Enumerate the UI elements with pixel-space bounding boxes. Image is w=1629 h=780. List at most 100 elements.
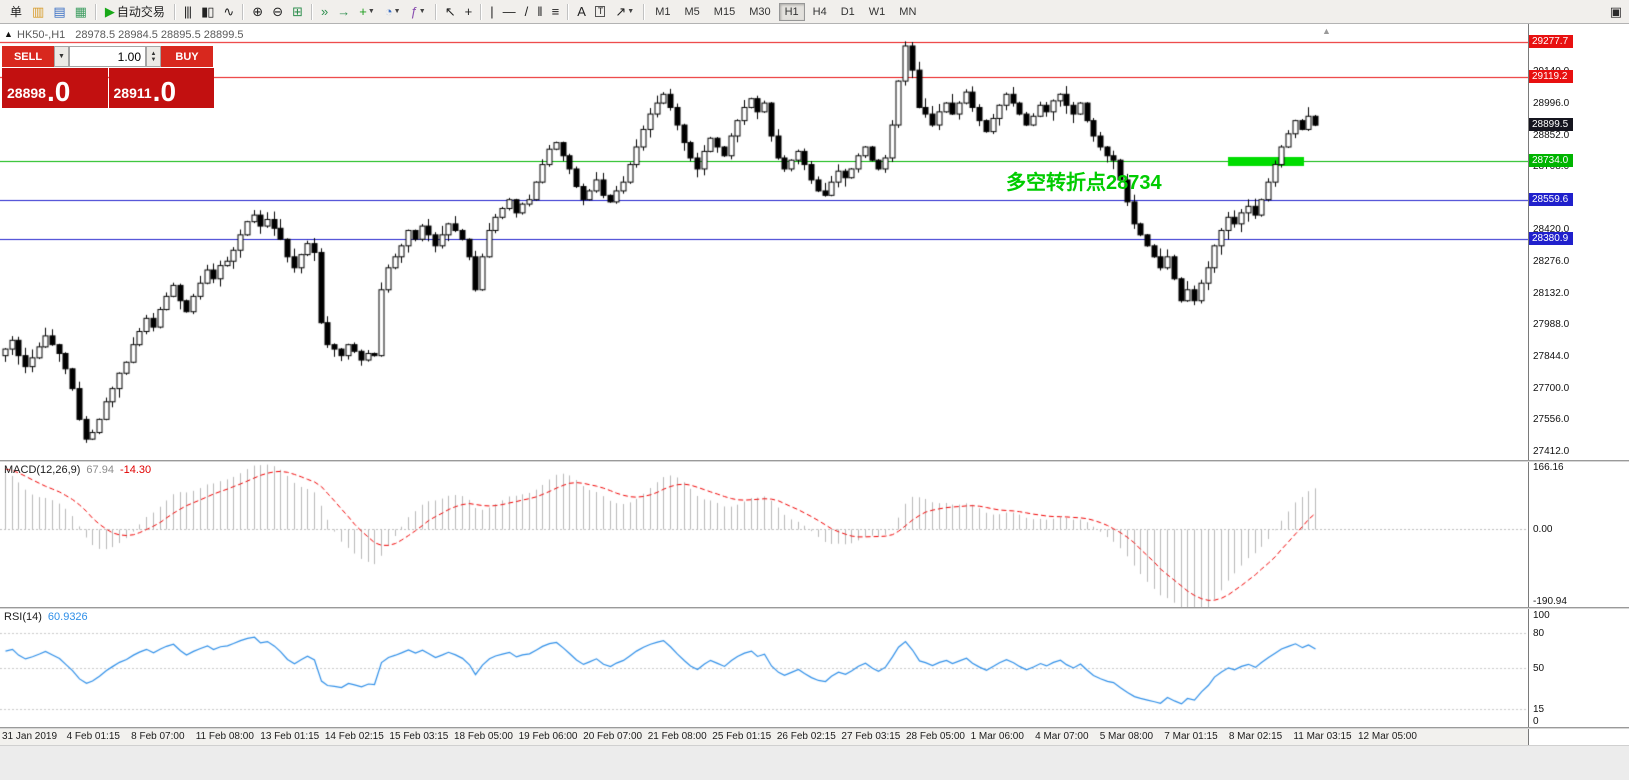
line-chart-icon-glyph: ∿	[223, 4, 234, 19]
rsi-name: RSI(14)	[4, 611, 42, 623]
toolbar-separator	[434, 3, 436, 20]
cursor-icon[interactable]: ↖	[441, 1, 459, 23]
chart-shift-icon[interactable]: →	[333, 1, 353, 23]
sell-price-frac: .0	[46, 76, 71, 108]
periods-icon-dropdown-icon[interactable]: ▼	[393, 8, 401, 15]
candlestick-chart-icon[interactable]: ▮▯	[197, 1, 217, 23]
price-tick-label: 27844.0	[1533, 350, 1570, 362]
toolbar-separator	[311, 3, 312, 20]
buy-button[interactable]: BUY	[161, 46, 213, 67]
channel-icon[interactable]: ‖	[533, 1, 545, 23]
one-click-trading-panel: SELL ▼ ▲ ▼ BUY 28898 .0 28911 .0	[2, 46, 214, 108]
timeframe-D1[interactable]: D1	[840, 5, 855, 18]
chart-shift-marker[interactable]: ▲	[1322, 26, 1331, 36]
indicators-icon[interactable]: ƒ ▼	[407, 1, 430, 23]
price-scale[interactable]: 29140.028996.028852.028708.028420.028276…	[1528, 24, 1629, 745]
indicators-icon-glyph: ƒ	[410, 4, 418, 19]
price-tick-label: 28996.0	[1533, 97, 1570, 109]
window-icon[interactable]: ▣	[1609, 4, 1622, 19]
rsi-scale-label: 15	[1533, 704, 1545, 716]
splitter-rsi[interactable]	[0, 607, 1629, 609]
toolbar-separator	[480, 3, 482, 20]
text-label-icon[interactable]: T	[591, 1, 610, 23]
new-chart-icon[interactable]: + ▼	[355, 1, 379, 23]
time-axis[interactable]: 31 Jan 2019 4 Feb 01:15 8 Feb 07:00 11 Feb …	[0, 729, 1528, 745]
rsi-panel: RSI(14) 60.9326	[0, 609, 1528, 727]
volume-stepper[interactable]: ▲ ▼	[146, 46, 161, 67]
price-chart-panel: ▲ HK50-,H1 28978.5 28984.5 28895.5 28899.…	[0, 24, 1528, 460]
price-chart-canvas[interactable]	[0, 24, 1528, 460]
rsi-label: RSI(14) 60.9326	[4, 611, 94, 623]
autotrading-button[interactable]: ▶ 自动交易	[101, 1, 169, 23]
toolbar: 单 ▥ ▤ ▦ ▶ 自动交易 ||| ▮▯ ∿ ⊕ ⊖ ⊞» → + ▼ ◔ ▼ ƒ ▼ ↖ + | — / ‖ ≡ A T ↗ ▼ M1…	[0, 0, 1629, 24]
time-label: 4 Feb 01:15	[66, 731, 120, 742]
rsi-scale-label: 50	[1533, 663, 1545, 674]
new-order-button-label: 单	[10, 5, 23, 19]
zoom-in-icon[interactable]: ⊕	[248, 1, 266, 23]
market-watch-icon[interactable]: ▤	[49, 1, 68, 23]
timeframe-W1[interactable]: W1	[868, 5, 886, 18]
price-level-badge: 28559.6	[1529, 192, 1573, 206]
tile-windows-icon[interactable]: ⊞	[288, 1, 306, 23]
order-type-dropdown-icon[interactable]: ▼	[54, 46, 69, 67]
timeframe-MN[interactable]: MN	[899, 5, 917, 18]
volume-input[interactable]	[69, 46, 146, 67]
price-level-badge: 29119.2	[1529, 69, 1573, 83]
price-tick-label: 27556.0	[1533, 414, 1570, 426]
horizontal-line-icon[interactable]: —	[499, 1, 519, 23]
current-price-badge: 28899.5	[1529, 118, 1573, 132]
sell-price[interactable]: 28898 .0	[2, 68, 108, 108]
splitter-macd[interactable]	[0, 460, 1629, 462]
timeframe-M15[interactable]: M15	[713, 5, 736, 18]
timeframe-M30[interactable]: M30	[749, 5, 771, 18]
timeframe-H1[interactable]: H1	[778, 2, 805, 21]
sell-button[interactable]: SELL	[2, 46, 54, 67]
timeframe-M5[interactable]: M5	[684, 5, 700, 18]
navigator-icon[interactable]: ▦	[71, 1, 90, 23]
price-tick-label: 28420.0	[1533, 224, 1570, 236]
zoom-out-icon[interactable]: ⊖	[268, 1, 286, 23]
crosshair-icon-glyph: +	[464, 4, 473, 19]
new-order-button[interactable]: 单	[3, 1, 26, 23]
time-label: 11 Mar 03:15	[1293, 731, 1352, 742]
text-icon[interactable]: A	[573, 1, 589, 23]
rsi-canvas[interactable]	[0, 609, 1528, 727]
arrows-icon[interactable]: ↗ ▼	[611, 1, 638, 23]
new-chart-icon-dropdown-icon[interactable]: ▼	[367, 8, 375, 15]
periods-icon[interactable]: ◔ ▼	[381, 1, 405, 23]
time-label: 26 Feb 02:15	[776, 731, 836, 742]
buy-price[interactable]: 28911 .0	[108, 68, 214, 108]
timeframe-M1[interactable]: M1	[655, 5, 671, 18]
price-tick-label: 28132.0	[1533, 287, 1570, 299]
time-label: 11 Feb 08:00	[195, 731, 254, 742]
price-tick-label: 28276.0	[1533, 256, 1570, 268]
macd-signal-value: -14.30	[119, 464, 152, 476]
timeframe-H4[interactable]: H4	[812, 5, 827, 18]
splitter-time-axis[interactable]	[0, 727, 1629, 729]
periods-icon-glyph: ◔	[384, 4, 393, 19]
rsi-scale-label: 80	[1533, 627, 1545, 639]
macd-canvas[interactable]	[0, 462, 1528, 607]
trendline-icon[interactable]: /	[521, 1, 532, 23]
chart-caption: HK50-,H1 28978.5 28984.5 28895.5 28899.5	[17, 29, 244, 41]
arrows-icon-dropdown-icon[interactable]: ▼	[627, 8, 635, 15]
time-label: 8 Mar 02:15	[1228, 731, 1283, 742]
volume-up-icon[interactable]: ▲	[150, 50, 157, 57]
time-label: 20 Feb 07:00	[583, 731, 643, 742]
toolbar-separator	[94, 3, 96, 20]
one-click-collapse-icon[interactable]: ▲	[4, 29, 13, 39]
vertical-line-icon[interactable]: |	[486, 1, 496, 23]
macd-value: 67.94	[86, 464, 114, 476]
text-label-icon-glyph: T	[594, 6, 606, 17]
price-level-badge: 28380.9	[1529, 232, 1573, 246]
fibonacci-icon[interactable]: ≡	[548, 1, 563, 23]
volume-down-icon[interactable]: ▼	[150, 56, 157, 63]
time-label: 4 Mar 07:00	[1035, 731, 1089, 742]
crosshair-icon[interactable]: +	[461, 1, 476, 23]
time-label: 31 Jan 2019	[2, 731, 58, 742]
indicators-icon-dropdown-icon[interactable]: ▼	[418, 8, 426, 15]
bar-chart-icon[interactable]: |||	[180, 1, 195, 23]
charts-window-icon[interactable]: ▥	[28, 1, 47, 23]
auto-scroll-icon[interactable]: »	[317, 1, 331, 23]
line-chart-icon[interactable]: ∿	[219, 1, 237, 23]
